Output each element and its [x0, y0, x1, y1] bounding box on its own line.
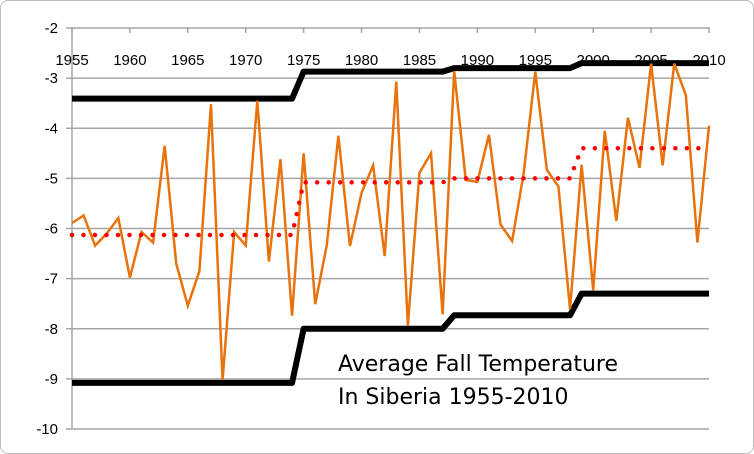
- upper-bound-line: [72, 60, 709, 102]
- chart-annotation: Average Fall Temperature: [338, 352, 618, 377]
- chart-annotation: In Siberia 1955-2010: [338, 385, 569, 410]
- x-tick-label: 1995: [519, 52, 552, 69]
- x-tick-label: 1975: [287, 52, 320, 69]
- x-tick-label: 1980: [345, 52, 378, 69]
- y-tick-label: -10: [36, 421, 58, 438]
- y-tick-label: -5: [45, 170, 58, 187]
- y-tick-label: -8: [45, 321, 58, 338]
- y-tick-label: -3: [45, 70, 58, 87]
- y-tick-label: -4: [45, 120, 58, 137]
- x-tick-label: 1985: [403, 52, 436, 69]
- temperature-line: [71, 63, 711, 380]
- mean-step-line: [69, 146, 712, 238]
- x-tick-label: 1990: [461, 52, 494, 69]
- y-tick-label: -7: [45, 271, 58, 288]
- y-tick-label: -2: [45, 20, 58, 37]
- y-tick-label: -9: [45, 371, 58, 388]
- lower-bound-line: [72, 290, 709, 386]
- x-tick-label: 1970: [229, 52, 262, 69]
- x-tick-label: 1955: [55, 52, 88, 69]
- x-tick-label: 1960: [113, 52, 146, 69]
- y-tick-label: -6: [45, 221, 58, 238]
- x-tick-label: 1965: [171, 52, 204, 69]
